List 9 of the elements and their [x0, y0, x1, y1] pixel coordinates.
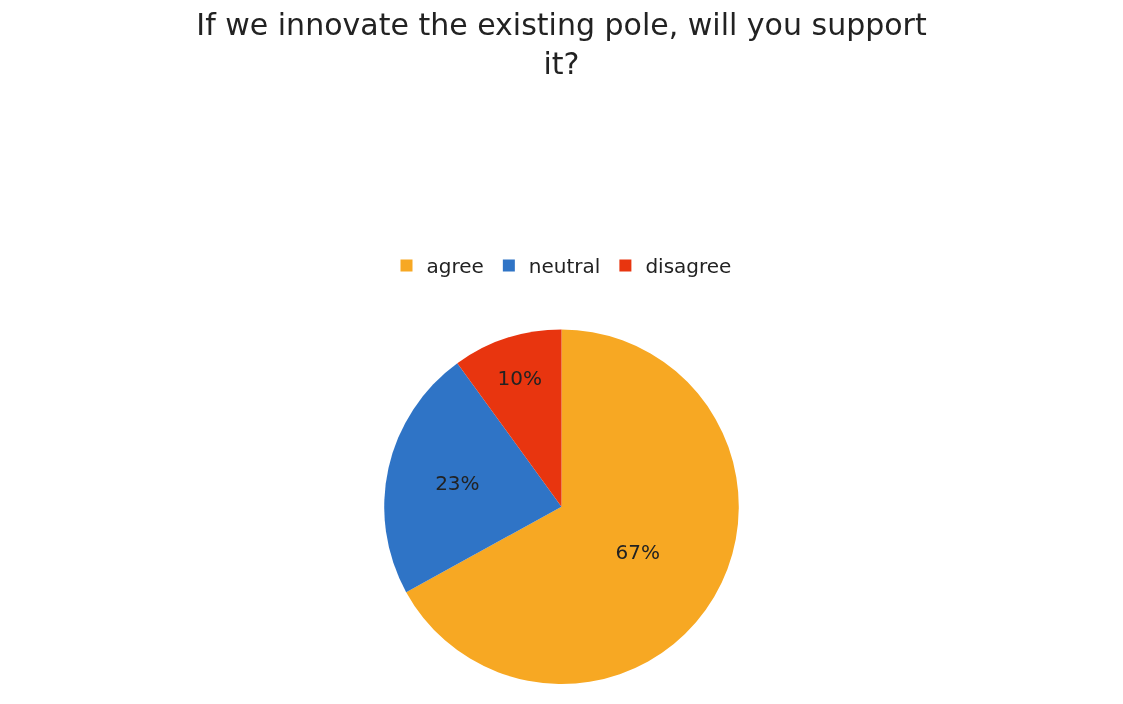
legend-label: disagree — [645, 254, 732, 279]
data-label: 10% — [497, 365, 542, 390]
pie-slice — [384, 363, 562, 593]
legend-label: agree — [426, 254, 484, 279]
pie-slice — [406, 329, 739, 684]
chart-title: If we innovate the existing pole, will you support it? — [196, 7, 927, 82]
data-label: 23% — [435, 471, 480, 496]
legend-label: neutral — [528, 254, 601, 279]
data-label: 67% — [615, 539, 661, 564]
